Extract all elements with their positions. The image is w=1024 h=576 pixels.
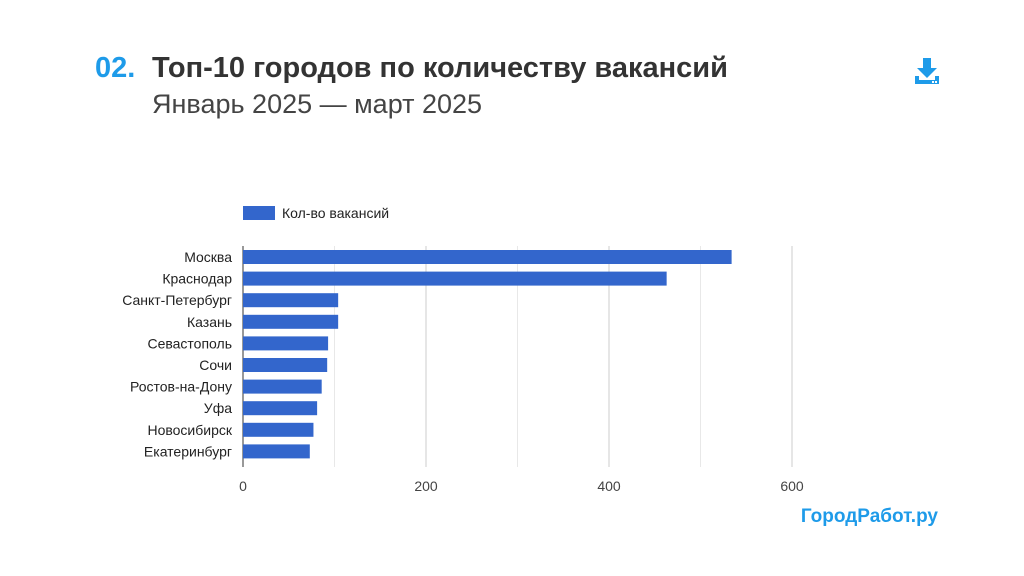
category-labels: Москва Краснодар Санкт-Петербург Казань Сева… [122,249,233,459]
legend-swatch [243,206,275,220]
legend-label: Кол-во вакансий [282,205,389,221]
category-label-5: Сочи [199,357,232,373]
bar-0 [243,250,732,264]
category-label-8: Новосибирск [147,422,232,438]
x-tick-label-3: 600 [780,478,804,494]
bar-1 [243,271,667,286]
category-label-4: Севастополь [147,335,232,351]
page-title: Топ-10 городов по количеству вакансий [152,52,728,84]
bar-4 [243,336,329,351]
bar-8 [243,422,314,437]
bars [243,250,732,459]
x-tick-label-0: 0 [239,478,247,494]
category-label-7: Уфа [204,400,232,416]
bar-7 [243,401,318,416]
slide-number: 02. [95,52,136,84]
category-label-3: Казань [187,314,232,330]
category-label-0: Москва [184,249,232,265]
x-tick-label-1: 200 [414,478,438,494]
x-axis-ticks: 0 200 400 600 [239,478,804,494]
brand-logo: ГородРабот.ру [800,506,938,527]
bar-5 [243,358,328,372]
bar-3 [243,314,339,329]
download-button[interactable] [912,56,942,86]
category-label-6: Ростов-на-Дону [130,379,232,395]
download-icon [915,58,939,84]
bar-2 [243,293,339,308]
category-label-1: Краснодар [162,271,232,287]
category-label-9: Екатеринбург [144,443,232,459]
bar-6 [243,379,322,394]
x-tick-label-2: 400 [597,478,621,494]
legend: Кол-во вакансий [243,205,389,221]
bar-9 [243,444,310,459]
category-label-2: Санкт-Петербург [122,292,232,308]
page-subtitle: Январь 2025 — март 2025 [152,89,483,119]
